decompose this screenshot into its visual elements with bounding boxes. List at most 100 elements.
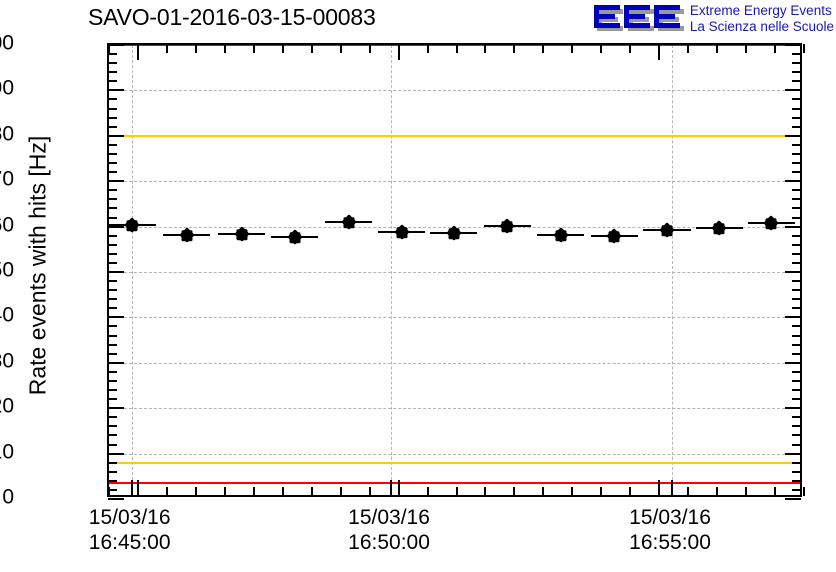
- x-tick-minor: [281, 487, 284, 496]
- data-point[interactable]: [499, 218, 516, 234]
- x-tick-minor-top: [455, 44, 458, 53]
- plot-inner: [109, 45, 800, 495]
- y-tick-minor: [108, 389, 117, 392]
- y-tick-minor: [108, 352, 117, 355]
- y-tick-minor-right: [792, 189, 801, 192]
- y-tick-major-right: [785, 361, 801, 364]
- y-tick-minor-right: [792, 352, 801, 355]
- gridline-horizontal: [109, 317, 800, 319]
- y-tick-minor: [108, 343, 117, 346]
- x-tick-minor: [108, 487, 110, 496]
- x-tick-minor-top: [252, 44, 255, 53]
- data-point[interactable]: [552, 226, 569, 243]
- x-tick-label: 15/03/16 16:45:00: [89, 505, 171, 555]
- y-tick-minor-right: [792, 325, 801, 328]
- logo-line-1: Extreme Energy Events: [689, 3, 832, 18]
- y-tick-minor-right: [792, 379, 801, 382]
- data-point[interactable]: [124, 217, 140, 234]
- y-tick-minor-right: [792, 334, 801, 337]
- y-tick-label: 20: [0, 394, 14, 418]
- y-tick-minor-right: [792, 280, 801, 283]
- y-tick-major: [108, 225, 124, 228]
- x-tick-minor-top: [687, 44, 690, 53]
- y-tick-minor-right: [792, 252, 801, 255]
- y-tick-label: 80: [0, 122, 14, 146]
- x-tick-major-top: [397, 44, 400, 60]
- y-tick-minor-right: [792, 216, 801, 219]
- y-axis-title: Rate events with hits [Hz]: [24, 135, 51, 396]
- x-tick-minor-top: [803, 44, 805, 53]
- x-tick-minor: [687, 487, 690, 496]
- y-tick-minor-right: [792, 470, 801, 473]
- y-tick-minor-right: [792, 80, 801, 83]
- y-tick-minor-right: [792, 479, 801, 482]
- y-tick-minor: [108, 461, 117, 464]
- x-tick-minor-top: [484, 44, 487, 53]
- data-point[interactable]: [711, 220, 727, 237]
- x-tick-minor: [716, 487, 719, 496]
- x-tick-minor-top: [745, 44, 748, 53]
- y-tick-minor-right: [792, 443, 801, 446]
- x-tick-minor: [542, 487, 545, 496]
- y-tick-minor-right: [792, 53, 801, 56]
- data-point[interactable]: [233, 226, 250, 242]
- x-tick-minor: [455, 487, 458, 496]
- eee-logo-text: Extreme Energy Events La Scienza nelle S…: [690, 2, 834, 35]
- x-tick-minor-top: [165, 44, 168, 53]
- y-tick-minor-right: [792, 488, 801, 491]
- gridline-horizontal: [109, 90, 800, 92]
- y-tick-minor-right: [792, 171, 801, 174]
- x-tick-minor: [571, 487, 574, 496]
- x-tick-major: [671, 480, 674, 496]
- y-tick-major: [108, 180, 124, 183]
- data-point[interactable]: [179, 226, 195, 243]
- x-tick-minor-top: [426, 44, 429, 53]
- x-tick-minor: [774, 487, 777, 496]
- y-tick-minor: [108, 62, 117, 65]
- y-tick-minor-right: [792, 461, 801, 464]
- data-point[interactable]: [286, 228, 303, 245]
- data-point[interactable]: [763, 214, 780, 231]
- y-tick-major-right: [785, 44, 801, 46]
- x-tick-major-top: [136, 44, 139, 60]
- y-tick-minor: [108, 416, 117, 419]
- y-tick-minor: [108, 252, 117, 255]
- y-tick-minor: [108, 334, 117, 337]
- y-tick-minor: [108, 261, 117, 264]
- x-tick-minor-top: [716, 44, 719, 53]
- gridline-horizontal: [109, 362, 800, 364]
- y-tick-minor-right: [792, 234, 801, 237]
- x-tick-major: [136, 480, 139, 496]
- y-tick-major-right: [785, 225, 801, 228]
- data-point[interactable]: [340, 214, 357, 230]
- plot-area: [107, 43, 805, 500]
- x-tick-minor: [194, 487, 197, 496]
- y-tick-minor: [108, 479, 117, 482]
- logo-line-2: La Scienza nelle Scuole: [689, 19, 834, 34]
- y-tick-minor: [108, 116, 117, 119]
- y-tick-major: [108, 407, 124, 410]
- x-tick-minor-top: [108, 44, 110, 53]
- x-tick-minor-top: [629, 44, 632, 53]
- y-tick-minor: [108, 325, 117, 328]
- eee-logo-mark: [592, 2, 684, 36]
- x-tick-minor: [745, 487, 748, 496]
- y-tick-minor: [108, 207, 117, 210]
- y-tick-major-right: [785, 180, 801, 183]
- data-point[interactable]: [606, 227, 623, 244]
- x-tick-minor-top: [571, 44, 574, 53]
- x-tick-major: [658, 480, 661, 496]
- gridline-horizontal: [109, 453, 800, 455]
- x-tick-minor: [513, 487, 516, 496]
- y-tick-minor-right: [792, 425, 801, 428]
- y-tick-minor-right: [792, 143, 801, 146]
- x-tick-minor: [165, 487, 168, 496]
- y-tick-major-right: [785, 134, 801, 137]
- y-tick-minor-right: [792, 198, 801, 201]
- y-tick-minor-right: [792, 243, 801, 246]
- x-tick-minor-top: [542, 44, 545, 53]
- eee-logo: Extreme Energy Events La Scienza nelle S…: [592, 2, 834, 38]
- y-tick-major-right: [785, 407, 801, 410]
- y-tick-minor-right: [792, 289, 801, 292]
